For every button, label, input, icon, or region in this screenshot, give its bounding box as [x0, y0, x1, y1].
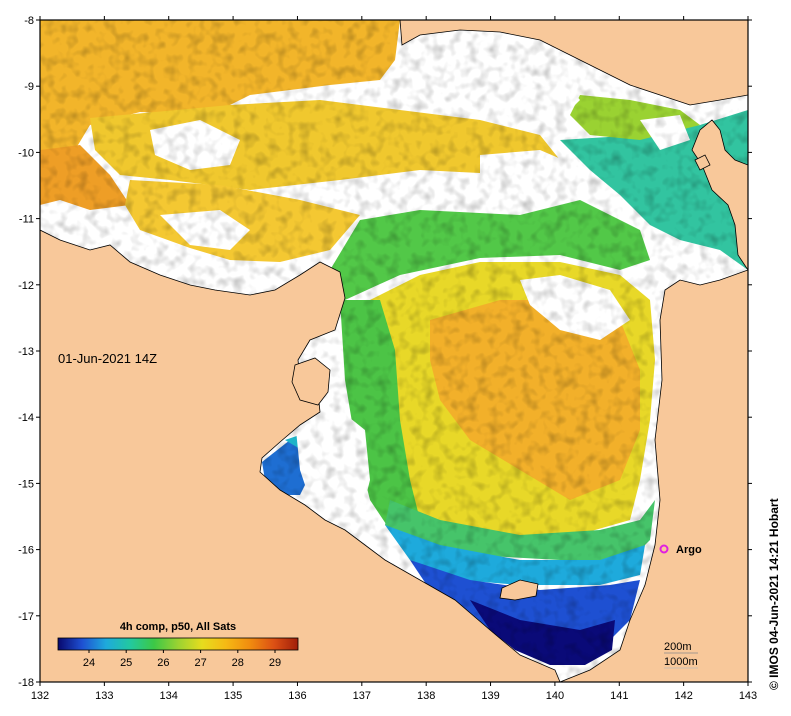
- lon-tick-label: 141: [610, 690, 628, 702]
- colorbar-tick-label: 29: [269, 657, 281, 669]
- lon-tick-label: 134: [160, 690, 178, 702]
- land-new-guinea: [399, 20, 748, 106]
- land-mornington-island: [499, 579, 539, 601]
- colorbar-legend: 4h comp, p50, All Sats 24 25 26 27 28 29: [57, 621, 299, 669]
- lat-tick-label: -12: [18, 280, 34, 292]
- colorbar-tick-label: 27: [194, 657, 206, 669]
- lon-tick-label: 138: [417, 690, 435, 702]
- lat-tick-label: -18: [18, 677, 34, 689]
- land-groote-eylandt: [291, 357, 331, 406]
- lon-tick-label: 140: [546, 690, 564, 702]
- latitude-axis: -8 -9 -10 -11 -12 -13 -14 -15 -16 -17 -18: [18, 15, 752, 689]
- lon-tick-label: 135: [224, 690, 242, 702]
- argo-marker-symbol[interactable]: [659, 544, 669, 554]
- scale-label-200m: 200m: [664, 641, 692, 653]
- lon-tick-label: 137: [353, 690, 371, 702]
- land: [40, 20, 748, 682]
- credit-label: © IMOS 04-Jun-2021 14:21 Hobart: [767, 498, 781, 690]
- lat-tick-label: -11: [19, 214, 34, 226]
- lat-tick-label: -9: [24, 81, 34, 93]
- argo-marker[interactable]: Argo: [659, 544, 702, 556]
- colorbar-tick-label: 25: [120, 657, 132, 669]
- longitude-axis: 132 133 134 135 136 137 138 139 140 141 142 143: [31, 16, 757, 702]
- lon-tick-label: 139: [481, 690, 499, 702]
- lat-tick-label: -16: [18, 545, 34, 557]
- lon-tick-label: 136: [288, 690, 306, 702]
- argo-marker-label: Argo: [676, 544, 702, 556]
- scale-label-1000m: 1000m: [664, 656, 698, 668]
- lat-tick-label: -17: [18, 611, 34, 623]
- lon-tick-label: 143: [739, 690, 757, 702]
- lon-tick-label: 132: [31, 690, 49, 702]
- land-islet-northeast: [694, 154, 711, 171]
- timestamp-label: 01-Jun-2021 14Z: [58, 351, 157, 366]
- lat-tick-label: -14: [18, 412, 34, 424]
- plot-area: [40, 20, 748, 682]
- lat-tick-label: -10: [18, 147, 34, 159]
- colorbar-ticks: 24 25 26 27 28 29: [83, 650, 281, 669]
- lat-tick-label: -13: [18, 346, 34, 358]
- lat-tick-label: -15: [18, 478, 34, 490]
- lat-tick-label: -8: [24, 15, 34, 27]
- colorbar-tick-label: 24: [83, 657, 95, 669]
- colorbar: [57, 637, 299, 651]
- colorbar-tick-label: 26: [157, 657, 169, 669]
- colorbar-tick-label: 28: [232, 657, 244, 669]
- lon-tick-label: 142: [674, 690, 692, 702]
- land-cape-york: [559, 119, 748, 682]
- lon-tick-label: 133: [95, 690, 113, 702]
- colorbar-title: 4h comp, p50, All Sats: [120, 621, 236, 633]
- depth-contour-legend: 200m 1000m: [664, 641, 698, 669]
